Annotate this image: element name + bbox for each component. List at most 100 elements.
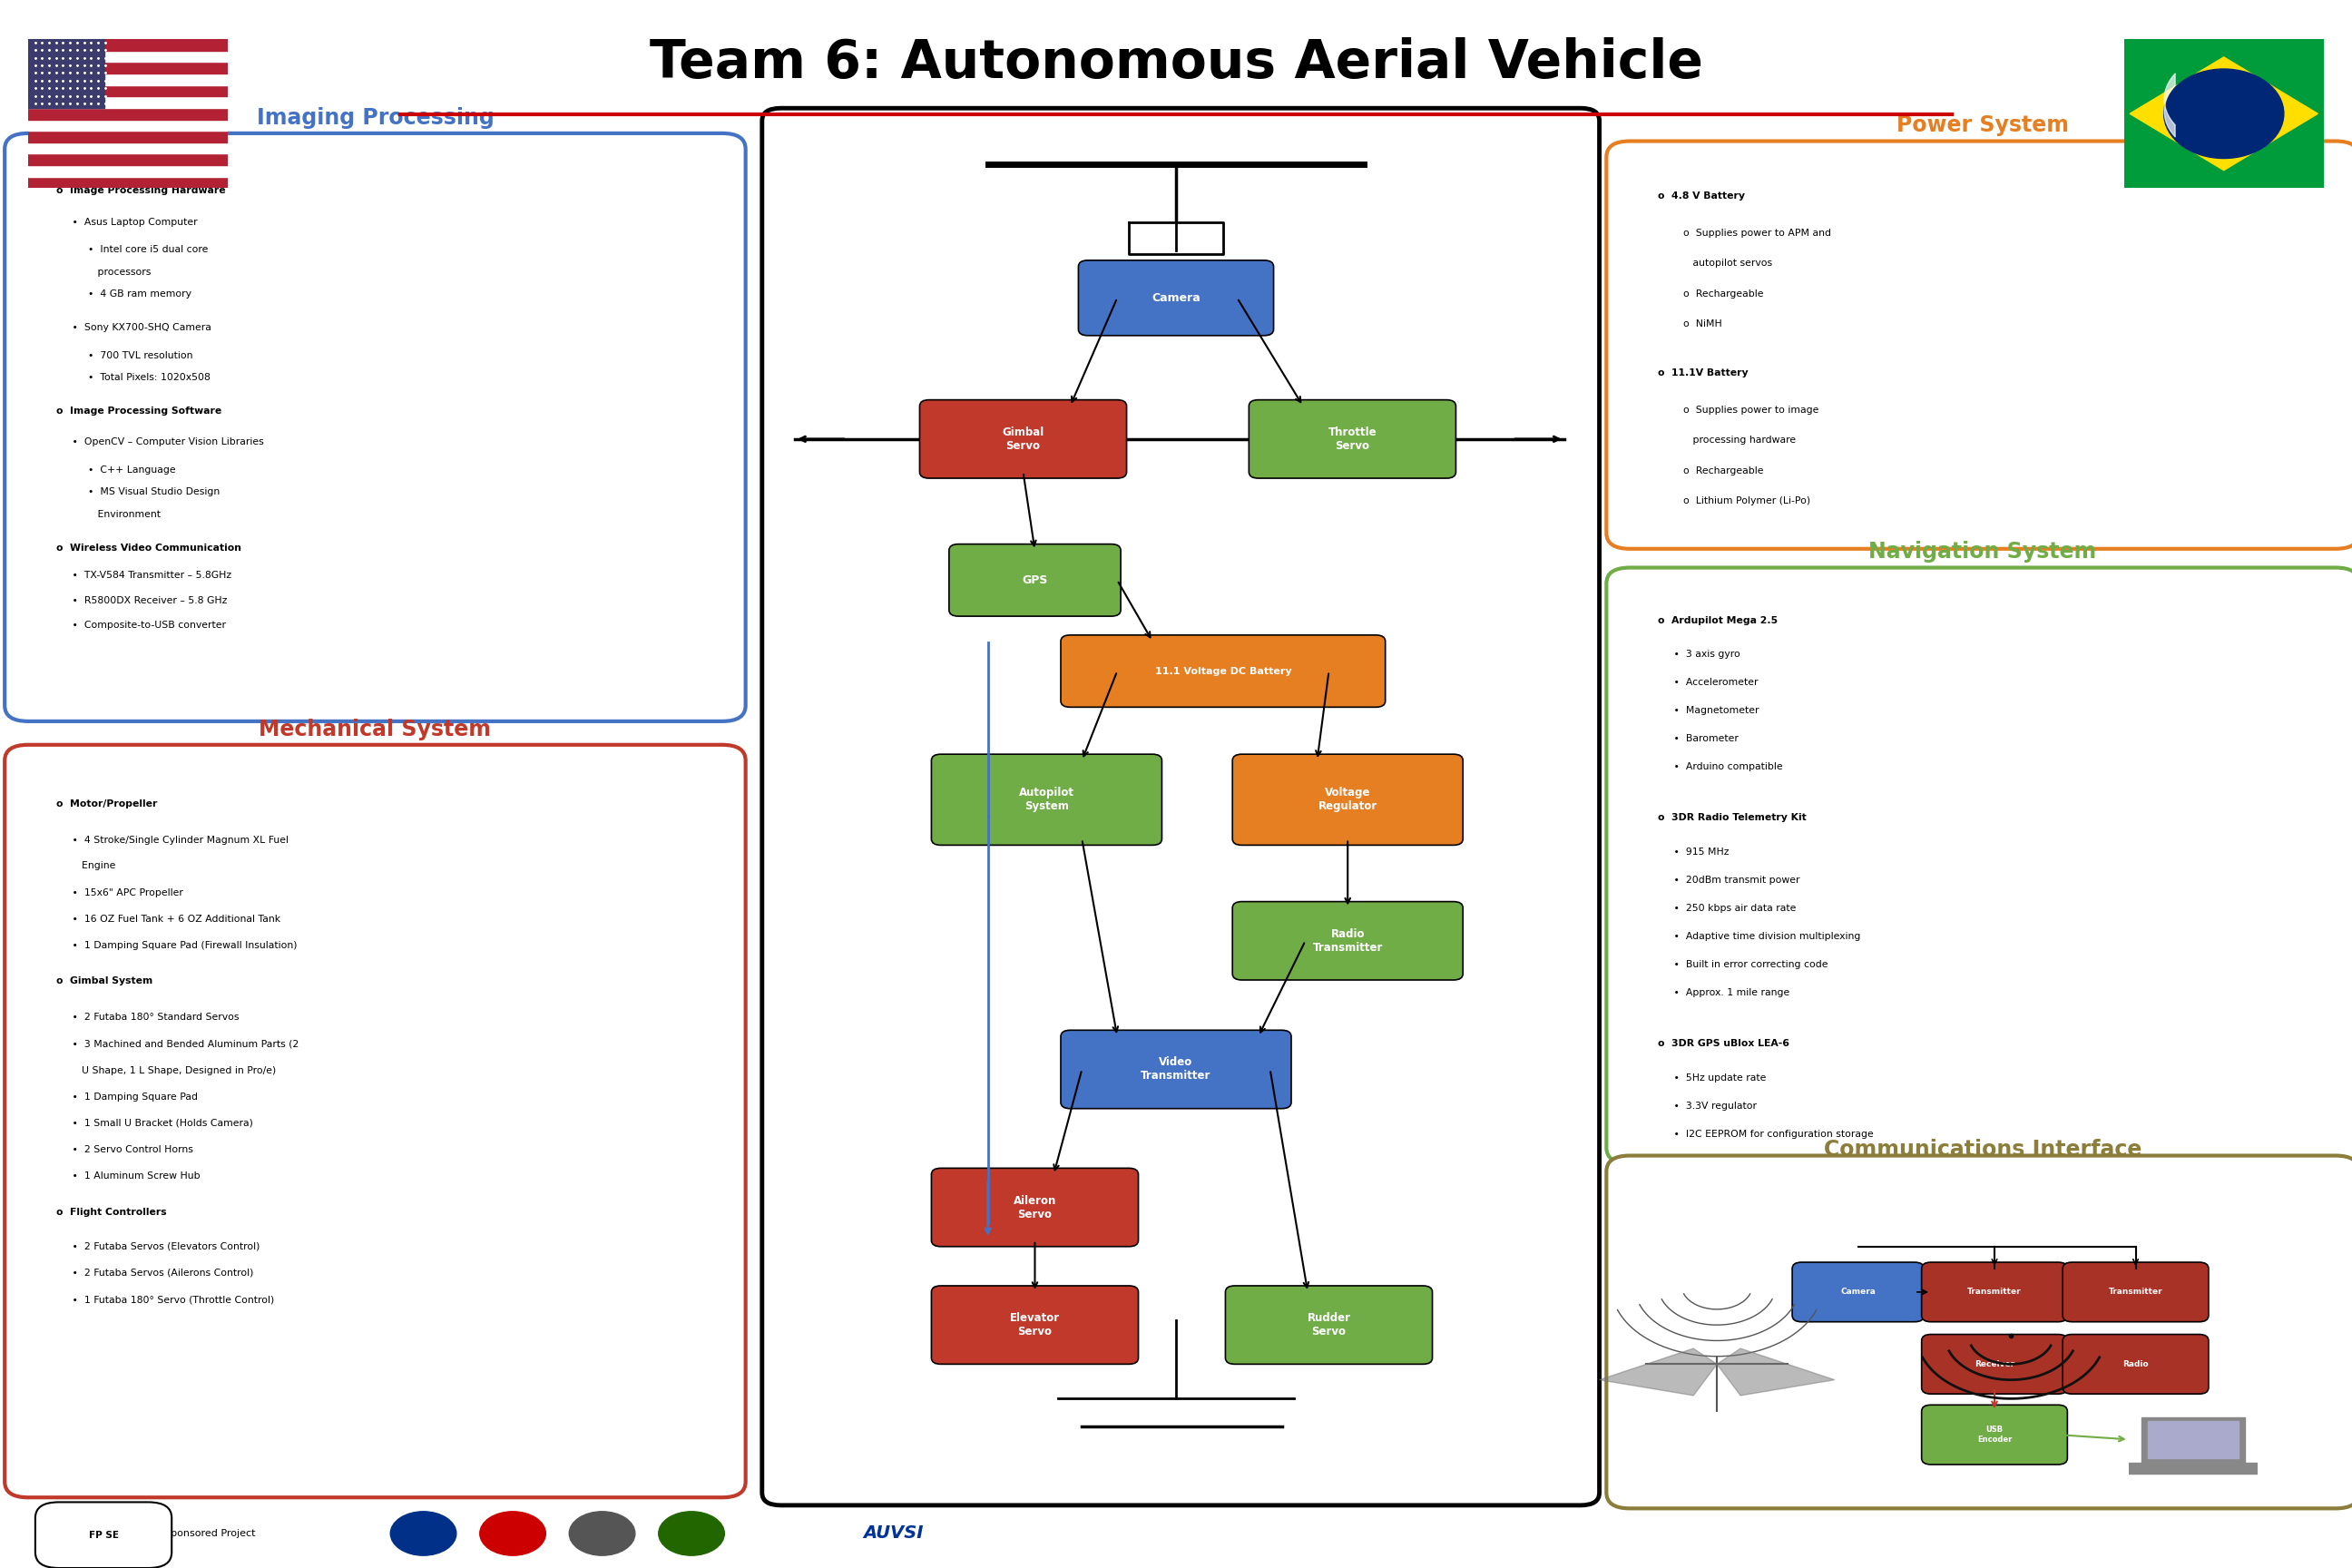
Text: o  Motor/Propeller: o Motor/Propeller — [56, 800, 158, 809]
Text: •  2 Futaba 180° Standard Servos: • 2 Futaba 180° Standard Servos — [56, 1013, 240, 1022]
FancyBboxPatch shape — [1232, 902, 1463, 980]
FancyBboxPatch shape — [1077, 260, 1275, 336]
Text: Communications Interface: Communications Interface — [1823, 1138, 2143, 1160]
FancyBboxPatch shape — [948, 544, 1120, 616]
Text: •  Composite-to-USB converter: • Composite-to-USB converter — [56, 621, 226, 630]
Text: •  3 axis gyro: • 3 axis gyro — [1658, 649, 1740, 659]
Text: •  1 Damping Square Pad: • 1 Damping Square Pad — [56, 1091, 198, 1101]
Text: processing hardware: processing hardware — [1658, 436, 1797, 445]
Text: o  NiMH: o NiMH — [1658, 320, 1722, 328]
Text: •  OpenCV – Computer Vision Libraries: • OpenCV – Computer Vision Libraries — [56, 437, 263, 447]
Text: Sponsored Project: Sponsored Project — [165, 1529, 256, 1538]
Text: •  TX-V584 Transmitter – 5.8GHz: • TX-V584 Transmitter – 5.8GHz — [56, 571, 233, 580]
Circle shape — [569, 1512, 635, 1555]
Text: o  Supplies power to image: o Supplies power to image — [1658, 406, 1818, 416]
FancyBboxPatch shape — [931, 1168, 1138, 1247]
FancyBboxPatch shape — [1061, 635, 1385, 707]
Text: o  Supplies power to APM and: o Supplies power to APM and — [1658, 229, 1832, 238]
Text: •  1 Aluminum Screw Hub: • 1 Aluminum Screw Hub — [56, 1171, 200, 1181]
Text: Radio: Radio — [2122, 1359, 2150, 1369]
Text: •  700 TVL resolution: • 700 TVL resolution — [56, 351, 193, 361]
Text: GPS: GPS — [1023, 574, 1047, 586]
Text: Aileron
Servo: Aileron Servo — [1014, 1195, 1056, 1220]
Text: o  Image Processing Hardware: o Image Processing Hardware — [56, 185, 226, 194]
Text: •  1 Futaba 180° Servo (Throttle Control): • 1 Futaba 180° Servo (Throttle Control) — [56, 1295, 275, 1305]
Text: •  16 OZ Fuel Tank + 6 OZ Additional Tank: • 16 OZ Fuel Tank + 6 OZ Additional Tank — [56, 914, 280, 924]
Bar — [28, 39, 228, 50]
Circle shape — [2164, 69, 2284, 158]
Text: Power System: Power System — [1896, 114, 2070, 136]
Text: Imaging Processing: Imaging Processing — [256, 107, 494, 129]
Text: •  2 Futaba Servos (Ailerons Control): • 2 Futaba Servos (Ailerons Control) — [56, 1269, 254, 1278]
Text: •  Adaptive time division multiplexing: • Adaptive time division multiplexing — [1658, 931, 1860, 941]
Text: •  Asus Laptop Computer: • Asus Laptop Computer — [56, 218, 198, 227]
Polygon shape — [1599, 1348, 1717, 1396]
FancyBboxPatch shape — [920, 400, 1127, 478]
FancyBboxPatch shape — [35, 1502, 172, 1568]
Text: Environment: Environment — [56, 510, 160, 519]
Text: autopilot servos: autopilot servos — [1658, 259, 1773, 268]
Text: A: A — [38, 1529, 45, 1538]
Text: •  Intel core i5 dual core: • Intel core i5 dual core — [56, 245, 209, 254]
Bar — [2129, 1463, 2258, 1474]
Bar — [28, 165, 228, 177]
Polygon shape — [1717, 1348, 1835, 1396]
FancyBboxPatch shape — [5, 745, 746, 1497]
Polygon shape — [2131, 56, 2317, 171]
Text: •  I2C EEPROM for configuration storage: • I2C EEPROM for configuration storage — [1658, 1129, 1875, 1138]
FancyBboxPatch shape — [1606, 1156, 2352, 1508]
Text: Elevator
Servo: Elevator Servo — [1009, 1312, 1061, 1338]
Text: •  Total Pixels: 1020x508: • Total Pixels: 1020x508 — [56, 373, 212, 383]
Bar — [28, 108, 228, 119]
Text: o  Rechargeable: o Rechargeable — [1658, 289, 1764, 298]
Bar — [28, 97, 228, 108]
Text: •  Arduino compatible: • Arduino compatible — [1658, 762, 1783, 771]
Text: •  15x6" APC Propeller: • 15x6" APC Propeller — [56, 887, 183, 897]
Text: Navigation System: Navigation System — [1870, 541, 2096, 563]
Text: FP SE: FP SE — [89, 1530, 118, 1540]
Text: o  11.1V Battery: o 11.1V Battery — [1658, 368, 1748, 378]
Text: •  4 GB ram memory: • 4 GB ram memory — [56, 290, 191, 299]
Text: Transmitter: Transmitter — [1966, 1287, 2023, 1297]
Text: Transmitter: Transmitter — [2107, 1287, 2164, 1297]
Circle shape — [390, 1512, 456, 1555]
Text: o  3DR GPS uBlox LEA-6: o 3DR GPS uBlox LEA-6 — [1658, 1040, 1790, 1049]
Text: processors: processors — [56, 268, 151, 276]
FancyBboxPatch shape — [1792, 1262, 1924, 1322]
Text: o  Lithium Polymer (Li-Po): o Lithium Polymer (Li-Po) — [1658, 495, 1811, 505]
FancyBboxPatch shape — [1061, 1030, 1291, 1109]
Text: •  1 Small U Bracket (Holds Camera): • 1 Small U Bracket (Holds Camera) — [56, 1120, 254, 1127]
Text: Throttle
Servo: Throttle Servo — [1329, 426, 1376, 452]
FancyBboxPatch shape — [1225, 1286, 1432, 1364]
Bar — [28, 130, 228, 143]
Text: o  3DR Radio Telemetry Kit: o 3DR Radio Telemetry Kit — [1658, 814, 1806, 823]
Text: Team 6: Autonomous Aerial Vehicle: Team 6: Autonomous Aerial Vehicle — [649, 38, 1703, 88]
Text: •  1 Damping Square Pad (Firewall Insulation): • 1 Damping Square Pad (Firewall Insulat… — [56, 941, 296, 950]
Bar — [2147, 1421, 2239, 1458]
Text: •  4 Stroke/Single Cylinder Magnum XL Fuel: • 4 Stroke/Single Cylinder Magnum XL Fue… — [56, 836, 289, 845]
Text: AUVSI: AUVSI — [863, 1526, 924, 1541]
Text: o  Image Processing Software: o Image Processing Software — [56, 406, 221, 416]
Bar — [28, 50, 228, 63]
Text: Radio
Transmitter: Radio Transmitter — [1312, 928, 1383, 953]
Text: •  Barometer: • Barometer — [1658, 734, 1738, 743]
FancyBboxPatch shape — [1606, 568, 2352, 1163]
Circle shape — [480, 1512, 546, 1555]
Text: o  Rechargeable: o Rechargeable — [1658, 466, 1764, 475]
Text: Receiver: Receiver — [1973, 1359, 2016, 1369]
Text: o  Wireless Video Communication: o Wireless Video Communication — [56, 543, 242, 552]
Text: •  Magnetometer: • Magnetometer — [1658, 706, 1759, 715]
Text: o  4.8 V Battery: o 4.8 V Battery — [1658, 191, 1745, 201]
Text: Camera: Camera — [1152, 292, 1200, 304]
Text: o  Gimbal System: o Gimbal System — [56, 977, 153, 986]
Text: Engine: Engine — [56, 861, 115, 870]
Text: •  3.3V regulator: • 3.3V regulator — [1658, 1101, 1757, 1110]
FancyBboxPatch shape — [2063, 1262, 2209, 1322]
Bar — [28, 74, 228, 85]
Text: Autopilot
System: Autopilot System — [1018, 787, 1075, 812]
Text: •  MS Visual Studio Design: • MS Visual Studio Design — [56, 488, 221, 497]
Text: Voltage
Regulator: Voltage Regulator — [1317, 787, 1378, 812]
Text: Rudder
Servo: Rudder Servo — [1308, 1312, 1350, 1338]
Bar — [2140, 1417, 2244, 1463]
Text: Camera: Camera — [1842, 1287, 1875, 1297]
